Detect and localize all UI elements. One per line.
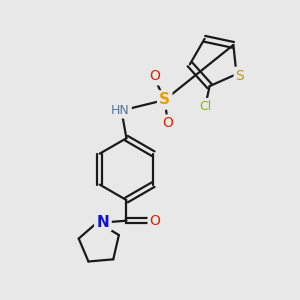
Text: N: N [97,214,109,230]
Text: O: O [149,69,160,83]
Text: Cl: Cl [199,100,212,113]
Text: S: S [236,69,244,83]
Text: S: S [159,92,170,107]
Text: HN: HN [111,104,130,117]
Text: O: O [162,116,173,130]
Text: N: N [97,214,109,230]
Text: O: O [150,214,160,228]
